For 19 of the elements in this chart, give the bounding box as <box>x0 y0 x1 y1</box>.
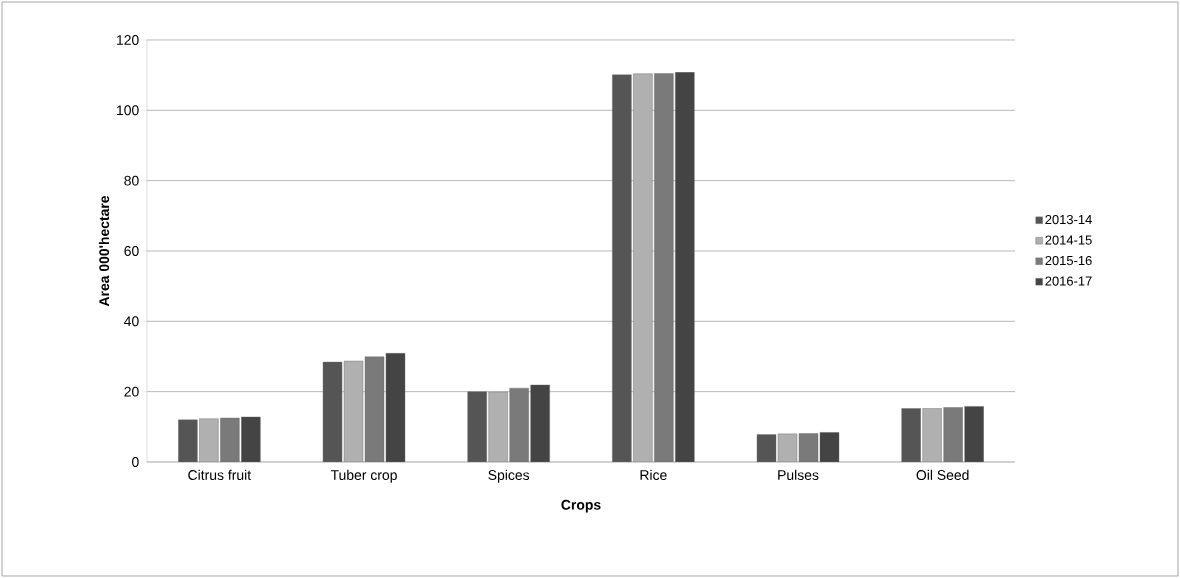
y-tick-label: 80 <box>124 175 139 186</box>
y-tick-label: 0 <box>132 457 139 467</box>
x-axis-title: Crops <box>561 499 601 513</box>
x-tick-label: Tuber crop <box>330 469 397 483</box>
x-tick-label: Rice <box>640 469 667 480</box>
x-tick-label: Pulses <box>778 469 819 480</box>
legend-label: 2016-17 <box>1045 276 1092 286</box>
y-tick-label: 100 <box>117 105 139 116</box>
y-tick-label: 20 <box>124 386 139 397</box>
legend-label: 2015-16 <box>1045 255 1092 266</box>
x-tick-label: Oil Seed <box>916 469 969 480</box>
y-axis-title: Area 000'hectare <box>98 195 110 307</box>
legend-label: 2014-15 <box>1045 235 1092 245</box>
y-tick-label: 120 <box>117 35 139 45</box>
legend-label: 2013-14 <box>1045 214 1092 225</box>
y-tick-label: 60 <box>124 246 139 256</box>
y-tick-label: 40 <box>124 316 139 327</box>
x-tick-label: Citrus fruit <box>188 469 251 480</box>
x-tick-label: Spices <box>488 469 530 483</box>
